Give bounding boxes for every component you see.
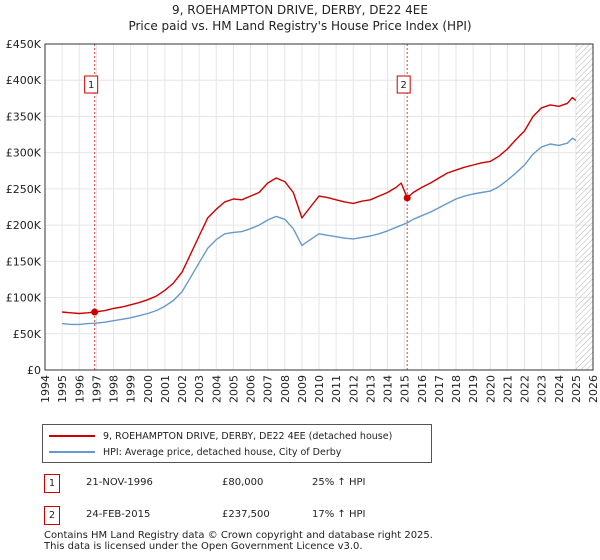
x-tick-label: 2004 [210,375,223,403]
y-tick-label: £300K [6,147,42,160]
x-tick-label: 2002 [176,375,189,403]
chart-title: 9, ROEHAMPTON DRIVE, DERBY, DE22 4EE Pri… [0,2,600,34]
legend-item-property: 9, ROEHAMPTON DRIVE, DERBY, DE22 4EE (de… [49,428,392,444]
x-tick-label: 1996 [73,375,86,403]
chart-legend: 9, ROEHAMPTON DRIVE, DERBY, DE22 4EE (de… [42,424,432,463]
x-tick-label: 2013 [364,375,377,403]
x-tick-label: 2018 [450,375,463,403]
x-tick-label: 2008 [279,375,292,403]
transaction-date: 24-FEB-2015 [86,509,151,520]
transaction-marker-box [396,75,411,94]
y-tick-label: £450K [6,38,42,51]
future-hatch-area [575,44,593,370]
x-tick-label: 1999 [125,375,138,403]
x-tick-label: 2014 [382,375,395,403]
x-tick-label: 2020 [484,375,497,403]
y-tick-label: £200K [6,219,42,232]
x-tick-label: 1994 [39,375,52,403]
y-tick-label: £400K [6,74,42,87]
x-tick-label: 1995 [56,375,69,403]
transaction-price: £80,000 [222,477,264,488]
plot-frame [44,43,594,371]
x-tick-label: 1998 [108,375,121,403]
legend-item-hpi: HPI: Average price, detached house, City… [49,444,341,460]
transaction-number-badge: 2 [44,506,60,525]
transaction-row: 2 24-FEB-2015 £237,500 17% ↑ HPI [0,506,600,526]
transaction-point [91,308,99,316]
transaction-marker-label: 2 [401,80,407,91]
y-tick-label: £150K [6,255,42,268]
y-tick-label: £50K [13,328,42,341]
transaction-hpi-comparison: 17% ↑ HPI [312,509,366,520]
transaction-row: 1 21-NOV-1996 £80,000 25% ↑ HPI [0,474,600,494]
x-tick-label: 2021 [501,375,514,403]
x-tick-label: 2022 [519,375,532,403]
y-tick-label: £350K [6,110,42,123]
transaction-marker-label: 1 [88,80,94,91]
transaction-number-badge: 1 [44,474,60,493]
x-tick-label: 2003 [193,375,206,403]
footer-copyright: Contains HM Land Registry data © Crown c… [44,530,433,541]
x-tick-label: 2023 [536,375,549,403]
legend-swatch-hpi [49,451,95,453]
y-tick-label: £250K [6,183,42,196]
x-tick-label: 2006 [245,375,258,403]
chart-title-line1: 9, ROEHAMPTON DRIVE, DERBY, DE22 4EE [172,3,428,17]
footer-licence: This data is licensed under the Open Gov… [44,541,363,552]
x-tick-label: 2000 [142,375,155,403]
hpi-series-line [62,137,577,326]
transaction-point [403,194,411,202]
x-tick-label: 1997 [90,375,103,403]
legend-swatch-property [49,435,95,437]
price-chart: 1 2 £0 £50K £100K £150K £200K £250K £300K £350K £… [6,38,600,403]
x-tick-label: 2011 [330,375,343,403]
x-tick-label: 2001 [159,375,172,403]
x-tick-label: 2010 [313,375,326,403]
x-tick-label: 2016 [416,375,429,403]
x-tick-label: 2005 [227,375,240,403]
transaction-date: 21-NOV-1996 [86,477,153,488]
transaction-marker-box [84,75,99,94]
transaction-price: £237,500 [222,509,270,520]
x-tick-label: 2012 [347,375,360,403]
legend-label-property: 9, ROEHAMPTON DRIVE, DERBY, DE22 4EE (de… [103,430,393,442]
x-tick-label: 2025 [570,375,583,403]
x-tick-label: 2024 [553,375,566,403]
footer-attribution: Contains HM Land Registry data © Crown c… [44,530,433,552]
transaction-hpi-comparison: 25% ↑ HPI [312,477,366,488]
x-tick-label: 2009 [296,375,309,403]
legend-label-hpi: HPI: Average price, detached house, City… [103,446,342,458]
x-tick-label: 2019 [467,375,480,403]
x-tick-label: 2017 [433,375,446,403]
x-tick-label: 2026 [587,375,600,403]
chart-title-line2: Price paid vs. HM Land Registry's House … [128,19,472,33]
y-tick-label: £0 [27,364,41,377]
x-tick-label: 2007 [262,375,275,403]
property-series-line [62,96,577,315]
y-tick-label: £100K [6,292,42,305]
x-tick-label: 2015 [399,375,412,403]
